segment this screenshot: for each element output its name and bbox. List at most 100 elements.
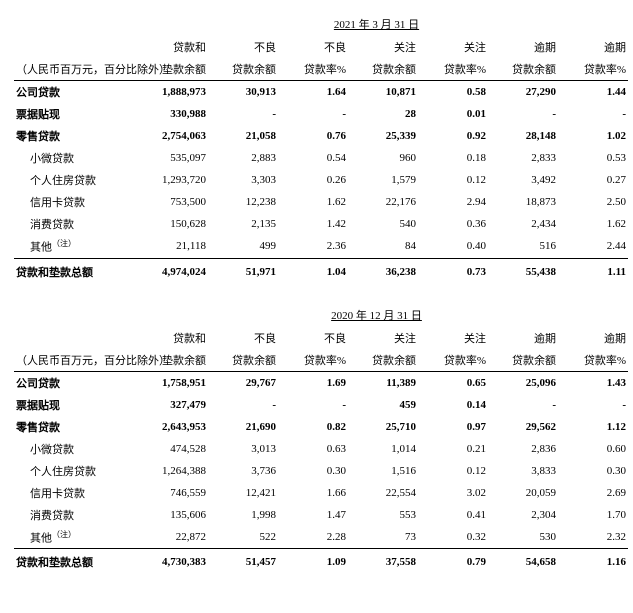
cell-value: 2.44 <box>558 235 628 258</box>
cell-value: 135,606 <box>138 504 208 526</box>
total-row: 贷款和垫款总额4,730,38351,4571.0937,5580.7954,6… <box>14 549 628 574</box>
cell-value: 474,528 <box>138 438 208 460</box>
total-cell: 4,730,383 <box>138 549 208 574</box>
header-spacer <box>14 36 138 58</box>
column-header-line1: 关注 <box>418 327 488 349</box>
cell-value: 2.50 <box>558 191 628 213</box>
cell-value: 330,988 <box>138 103 208 125</box>
cell-value: - <box>278 103 348 125</box>
column-header-line2: 贷款率% <box>558 58 628 81</box>
column-header-line1: 贷款和 <box>138 36 208 58</box>
column-header-line2: 贷款率% <box>418 349 488 372</box>
column-header-line1: 关注 <box>418 36 488 58</box>
column-header-line1: 不良 <box>278 327 348 349</box>
cell-value: 29,562 <box>488 416 558 438</box>
cell-value: 0.32 <box>418 526 488 549</box>
cell-value: 25,710 <box>348 416 418 438</box>
cell-value: - <box>558 394 628 416</box>
cell-value: 746,559 <box>138 482 208 504</box>
total-row: 贷款和垫款总额4,974,02451,9711.0436,2380.7355,4… <box>14 258 628 283</box>
total-cell: 1.16 <box>558 549 628 574</box>
total-cell: 0.73 <box>418 258 488 283</box>
cell-value: 0.36 <box>418 213 488 235</box>
cell-value: 1.42 <box>278 213 348 235</box>
cell-value: 1.62 <box>278 191 348 213</box>
table-row: 小微贷款535,0972,8830.549600.182,8330.53 <box>14 147 628 169</box>
cell-value: 21,690 <box>208 416 278 438</box>
row-label: 其他（注） <box>14 235 138 258</box>
column-header-line1: 关注 <box>348 327 418 349</box>
cell-value: 12,421 <box>208 482 278 504</box>
cell-value: 22,554 <box>348 482 418 504</box>
total-cell: 55,438 <box>488 258 558 283</box>
table-row: 公司贷款1,758,95129,7671.6911,3890.6525,0961… <box>14 371 628 394</box>
cell-value: 1.12 <box>558 416 628 438</box>
cell-value: 459 <box>348 394 418 416</box>
cell-value: 535,097 <box>138 147 208 169</box>
cell-value: 1,014 <box>348 438 418 460</box>
cell-value: 753,500 <box>138 191 208 213</box>
cell-value: 150,628 <box>138 213 208 235</box>
cell-value: 12,238 <box>208 191 278 213</box>
cell-value: 1.02 <box>558 125 628 147</box>
row-label: 票据贴现 <box>14 103 138 125</box>
cell-value: 540 <box>348 213 418 235</box>
cell-value: 516 <box>488 235 558 258</box>
cell-value: 25,096 <box>488 371 558 394</box>
cell-value: 25,339 <box>348 125 418 147</box>
cell-value: 18,873 <box>488 191 558 213</box>
cell-value: 530 <box>488 526 558 549</box>
cell-value: 0.14 <box>418 394 488 416</box>
cell-value: 1.43 <box>558 371 628 394</box>
cell-value: 0.18 <box>418 147 488 169</box>
column-header-line2: 贷款余额 <box>488 58 558 81</box>
row-label: 个人住房贷款 <box>14 460 138 482</box>
cell-value: 1.70 <box>558 504 628 526</box>
table-date-header: 2021 年 3 月 31 日 <box>14 16 619 32</box>
cell-value: 2.36 <box>278 235 348 258</box>
cell-value: 2.94 <box>418 191 488 213</box>
row-label: 零售贷款 <box>14 416 138 438</box>
column-header-line2: 贷款率% <box>558 349 628 372</box>
total-label: 贷款和垫款总额 <box>14 258 138 283</box>
cell-value: 0.54 <box>278 147 348 169</box>
table-row: 零售贷款2,643,95321,6900.8225,7100.9729,5621… <box>14 416 628 438</box>
table-row: 公司贷款1,888,97330,9131.6410,8710.5827,2901… <box>14 81 628 104</box>
cell-value: 30,913 <box>208 81 278 104</box>
total-label: 贷款和垫款总额 <box>14 549 138 574</box>
row-label: 零售贷款 <box>14 125 138 147</box>
cell-value: 0.58 <box>418 81 488 104</box>
cell-value: 1.62 <box>558 213 628 235</box>
cell-value: 28,148 <box>488 125 558 147</box>
cell-value: 29,767 <box>208 371 278 394</box>
row-label: 消费贷款 <box>14 504 138 526</box>
total-cell: 51,457 <box>208 549 278 574</box>
cell-value: 20,059 <box>488 482 558 504</box>
total-cell: 51,971 <box>208 258 278 283</box>
column-header-line2: 贷款余额 <box>348 349 418 372</box>
unit-note: （人民币百万元，百分比除外） <box>14 349 138 372</box>
cell-value: 1,293,720 <box>138 169 208 191</box>
column-header-line2: 贷款余额 <box>488 349 558 372</box>
unit-note: （人民币百万元，百分比除外） <box>14 58 138 81</box>
column-header-line1: 不良 <box>278 36 348 58</box>
row-label: 小微贷款 <box>14 147 138 169</box>
column-header-line1: 逾期 <box>488 327 558 349</box>
column-header-line1: 贷款和 <box>138 327 208 349</box>
cell-value: 73 <box>348 526 418 549</box>
row-label: 个人住房贷款 <box>14 169 138 191</box>
column-header-line2: 贷款率% <box>278 58 348 81</box>
cell-value: 960 <box>348 147 418 169</box>
cell-value: 22,176 <box>348 191 418 213</box>
row-label: 消费贷款 <box>14 213 138 235</box>
column-header-line2: 贷款率% <box>278 349 348 372</box>
column-header-line1: 逾期 <box>558 36 628 58</box>
loan-quality-table: 贷款和不良不良关注关注逾期逾期（人民币百万元，百分比除外）垫款余额贷款余额贷款率… <box>14 327 628 574</box>
row-label: 小微贷款 <box>14 438 138 460</box>
cell-value: 1,264,388 <box>138 460 208 482</box>
column-header-line1: 逾期 <box>488 36 558 58</box>
cell-value: 553 <box>348 504 418 526</box>
cell-value: 1.44 <box>558 81 628 104</box>
row-label: 票据贴现 <box>14 394 138 416</box>
cell-value: 2,304 <box>488 504 558 526</box>
